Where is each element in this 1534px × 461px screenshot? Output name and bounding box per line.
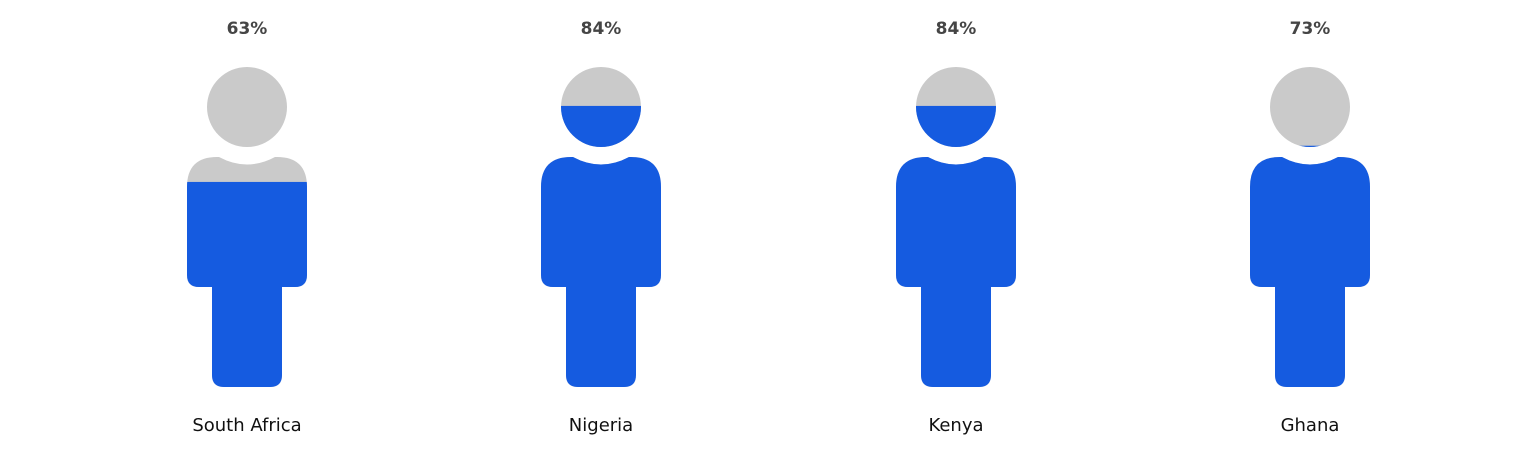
value-label: 63%: [227, 19, 268, 39]
value-label: 84%: [936, 19, 977, 39]
value-label: 73%: [1290, 19, 1331, 39]
value-label: 84%: [581, 19, 622, 39]
category-label: Nigeria: [569, 415, 633, 436]
category-label: Kenya: [928, 415, 983, 436]
person-fill-bar: [187, 181, 307, 387]
person-icon: [1250, 67, 1370, 387]
person-icon: [187, 67, 307, 387]
person-fill-bar: [896, 105, 1016, 387]
person-fill-bar: [541, 105, 661, 387]
person-fill-bar: [1250, 145, 1370, 387]
category-label: South Africa: [192, 415, 301, 436]
person-icon: [896, 67, 1016, 387]
category-label: Ghana: [1281, 415, 1340, 436]
person-icon: [541, 67, 661, 387]
